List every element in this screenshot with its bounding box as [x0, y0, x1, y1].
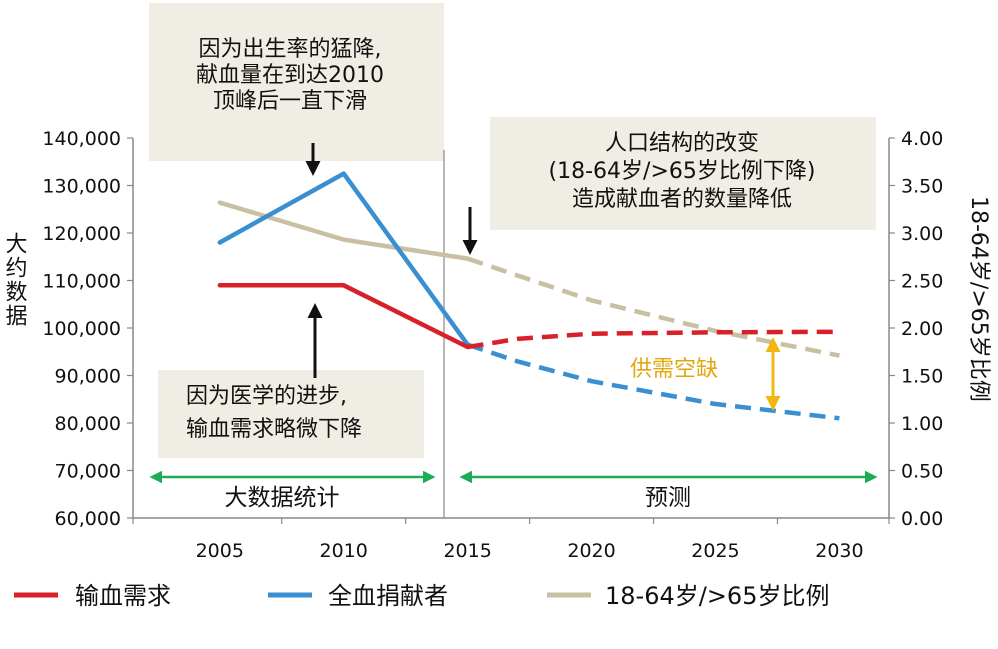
- right-tick-label: 3.50: [901, 176, 943, 198]
- x-tick-label: 2020: [567, 540, 615, 562]
- legend-label-donors: 全血捐献者: [328, 582, 448, 610]
- right-tick-label: 4.00: [901, 128, 943, 150]
- x-axis-ticks: 2005 2010 2015 2020 2025 2030: [132, 518, 890, 562]
- right-tick-label: 0.50: [901, 461, 943, 483]
- annotation-line: 顶峰后一直下滑: [213, 89, 367, 114]
- history-region-label: 大数据统计: [225, 485, 340, 511]
- right-axis-title: 18-64岁/>65岁比例: [966, 196, 991, 402]
- left-axis-ticks: 60,000 70,000 80,000 90,000 100,000 110,000 12…: [42, 128, 133, 530]
- x-tick-label: 2015: [443, 540, 491, 562]
- annotation-line: 献血量在到达2010: [196, 63, 384, 88]
- right-tick-label: 1.50: [901, 366, 943, 388]
- annotation-box-top-right: [490, 117, 876, 230]
- series-line-demand-actual: [217, 283, 470, 350]
- left-tick-label: 140,000: [42, 128, 121, 150]
- x-tick-label: 2030: [815, 540, 863, 562]
- forecast-region-label: 预测: [645, 485, 691, 511]
- series-line-ratio-forecast: [466, 256, 840, 358]
- annotation-line: (18-64岁/>65岁比例下降): [549, 159, 816, 184]
- left-tick-label: 130,000: [42, 176, 121, 198]
- annotation-line: 因为出生率的猛降,: [199, 37, 382, 62]
- right-tick-label: 2.50: [901, 271, 943, 293]
- right-tick-label: 2.00: [901, 318, 943, 340]
- left-tick-label: 110,000: [42, 271, 121, 293]
- annotation-line: 因为医学的进步,: [186, 384, 347, 409]
- annotation-text-bottom: 因为医学的进步, 输血需求略微下降: [186, 384, 362, 442]
- series-line-donors-forecast: [466, 342, 840, 421]
- legend-label-ratio: 18-64岁/>65岁比例: [605, 582, 829, 610]
- x-tick-label: 2025: [691, 540, 739, 562]
- series-line-demand-forecast: [467, 329, 840, 350]
- left-axis-title: 大约数据: [2, 232, 28, 328]
- left-tick-label: 80,000: [55, 413, 121, 435]
- right-tick-label: 0.00: [901, 508, 943, 530]
- left-tick-label: 90,000: [55, 366, 121, 388]
- annotation-text-top-right: 人口结构的改变 (18-64岁/>65岁比例下降) 造成献血者的数量降低: [549, 131, 816, 212]
- right-tick-label: 3.00: [901, 223, 943, 245]
- legend-label-demand: 输血需求: [75, 582, 171, 610]
- series-line-donors-actual: [217, 171, 470, 347]
- left-tick-label: 60,000: [55, 508, 121, 530]
- left-tick-label: 70,000: [55, 461, 121, 483]
- left-tick-label: 120,000: [42, 223, 121, 245]
- right-tick-label: 1.00: [901, 413, 943, 435]
- annotation-line: 造成献血者的数量降低: [572, 187, 792, 212]
- right-axis-ticks: 0.00 0.50 1.00 1.50 2.00 2.50 3.00 3.50 4.00: [889, 128, 943, 530]
- annotation-box-bottom: [158, 370, 424, 458]
- gap-label: 供需空缺: [630, 357, 718, 382]
- left-tick-label: 100,000: [42, 318, 121, 340]
- series-line-ratio-actual: [217, 200, 470, 261]
- legend: 输血需求 全血捐献者 18-64岁/>65岁比例: [14, 582, 829, 610]
- annotation-box-top-left: [149, 3, 444, 161]
- annotation-line: 输血需求略微下降: [186, 417, 362, 442]
- annotation-line: 人口结构的改变: [605, 131, 759, 156]
- annotation-text-top-left: 因为出生率的猛降, 献血量在到达2010 顶峰后一直下滑: [196, 37, 384, 114]
- series-layer: [217, 171, 840, 421]
- x-tick-label: 2010: [320, 540, 368, 562]
- x-tick-label: 2005: [196, 540, 244, 562]
